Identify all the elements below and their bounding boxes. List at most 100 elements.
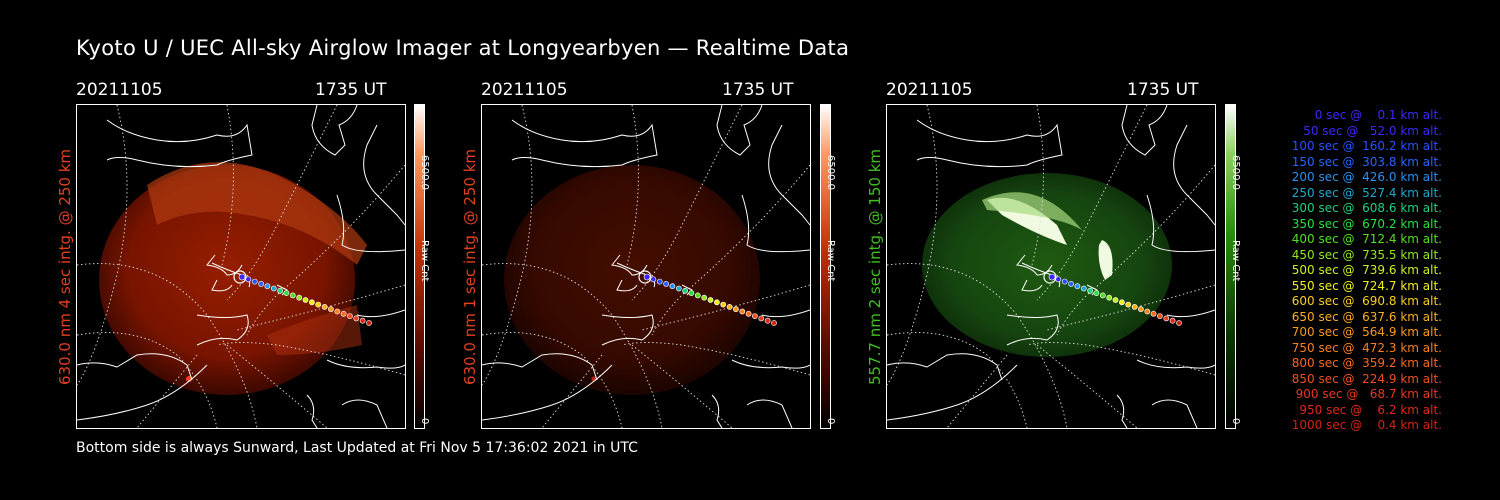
trajectory-dot bbox=[643, 273, 651, 281]
grid-line bbox=[631, 344, 733, 428]
trajectory-dot bbox=[366, 320, 372, 326]
grid-line bbox=[887, 263, 1068, 428]
grid-line bbox=[1056, 164, 1215, 336]
trajectory-dot bbox=[245, 276, 252, 283]
trajectory-legend: 0 sec @ 0.1 km alt. 50 sec @ 52.0 km alt.… bbox=[1262, 108, 1442, 434]
grid-line bbox=[1031, 105, 1044, 266]
trajectory-dot bbox=[650, 276, 657, 283]
panel3-colorbar-unit: Raw Cnt bbox=[1230, 240, 1241, 282]
grid-line bbox=[482, 263, 663, 428]
trajectory-dot bbox=[1112, 297, 1119, 303]
coastline bbox=[1166, 309, 1215, 318]
coastline bbox=[511, 119, 658, 168]
coastline bbox=[211, 279, 233, 292]
coastline bbox=[916, 119, 1063, 168]
trajectory-dot bbox=[707, 297, 714, 303]
trajectory-dot bbox=[751, 313, 758, 319]
grid-line bbox=[1036, 105, 1148, 301]
coastline bbox=[1116, 394, 1128, 428]
trajectory-dot bbox=[308, 299, 315, 306]
coastline bbox=[106, 119, 253, 168]
panel1-airglow-image bbox=[76, 104, 406, 429]
trajectory-dot bbox=[669, 283, 676, 290]
grid-line bbox=[887, 332, 1028, 428]
coastline bbox=[306, 394, 318, 428]
trajectory-dot bbox=[315, 301, 322, 308]
legend-row: 350 sec @ 670.2 km alt. bbox=[1291, 216, 1442, 231]
legend-row: 0 sec @ 0.1 km alt. bbox=[1314, 108, 1442, 122]
coastline bbox=[1016, 254, 1053, 276]
trajectory-dot bbox=[264, 283, 271, 290]
panel3-time: 1735 UT bbox=[1127, 80, 1199, 100]
trajectory-dot bbox=[302, 297, 309, 303]
trajectory-dot bbox=[283, 290, 290, 296]
panel1-colorbar-min: 0 bbox=[419, 418, 430, 425]
trajectory-dot bbox=[1048, 273, 1056, 281]
trajectory-dot bbox=[321, 303, 328, 310]
legend-row: 250 sec @ 527.4 km alt. bbox=[1291, 185, 1442, 200]
grid-line bbox=[221, 105, 234, 266]
trajectory-dot bbox=[359, 317, 366, 324]
grid-line bbox=[1036, 344, 1138, 428]
coastline bbox=[336, 194, 405, 253]
grid-line bbox=[631, 105, 743, 301]
coastline bbox=[196, 314, 249, 346]
coastline bbox=[77, 353, 193, 381]
trajectory-dot bbox=[258, 280, 264, 287]
legend-row: 850 sec @ 224.9 km alt. bbox=[1291, 371, 1442, 386]
trajectory-dot bbox=[675, 285, 682, 292]
trajectory-dot bbox=[713, 299, 720, 306]
panel1-colorbar-unit: Raw Cnt bbox=[419, 240, 430, 282]
trajectory-dot bbox=[1118, 299, 1125, 306]
coastline bbox=[716, 105, 763, 156]
grid-line bbox=[482, 105, 533, 386]
legend-row: 50 sec @ 52.0 km alt. bbox=[1303, 123, 1442, 138]
grid-line bbox=[77, 263, 258, 428]
coastline bbox=[887, 353, 1003, 381]
trajectory-dot bbox=[758, 315, 765, 322]
grid-line bbox=[246, 164, 405, 336]
coastline bbox=[311, 105, 358, 156]
coastline bbox=[1146, 194, 1215, 253]
coastline bbox=[341, 399, 388, 428]
trajectory-dot bbox=[1144, 308, 1151, 315]
coastline bbox=[1173, 124, 1215, 226]
coastline bbox=[77, 364, 208, 421]
panel1-time: 1735 UT bbox=[315, 80, 387, 100]
panel2-colorbar-min: 0 bbox=[825, 418, 836, 425]
trajectory-dot bbox=[1163, 315, 1170, 322]
grid-line bbox=[1026, 342, 1215, 376]
trajectory-dot bbox=[270, 285, 277, 292]
coastline bbox=[1021, 279, 1043, 292]
coastline bbox=[363, 124, 405, 226]
trajectory-dot bbox=[353, 315, 360, 322]
coastline bbox=[768, 124, 810, 226]
grid-line bbox=[216, 342, 405, 376]
station-marker bbox=[1043, 270, 1057, 284]
panel3-colorbar bbox=[1225, 104, 1236, 429]
panel2-date: 20211105 bbox=[481, 80, 568, 100]
trajectory-dot bbox=[296, 294, 303, 301]
trajectory-dot bbox=[1125, 301, 1132, 308]
grid-line bbox=[226, 105, 338, 301]
trajectory-dot bbox=[726, 303, 733, 310]
panel3-date: 20211105 bbox=[886, 80, 973, 100]
trajectory-dot bbox=[1093, 290, 1100, 296]
panel3-side-label: 557.7 nm 2 sec intg. @ 150 km bbox=[866, 148, 884, 385]
legend-row: 450 sec @ 735.5 km alt. bbox=[1291, 247, 1442, 262]
coastline bbox=[746, 399, 793, 428]
coastline bbox=[482, 364, 613, 421]
trajectory-dot bbox=[1074, 283, 1081, 290]
coastline bbox=[731, 359, 810, 369]
legend-row: 600 sec @ 690.8 km alt. bbox=[1291, 294, 1442, 308]
panel2-side-label: 630.0 nm 1 sec intg. @ 250 km bbox=[461, 148, 479, 385]
aurora-glow bbox=[267, 305, 362, 355]
grid-line bbox=[887, 105, 938, 386]
coastline bbox=[1151, 399, 1198, 428]
legend-row: 950 sec @ 6.2 km alt. bbox=[1299, 402, 1442, 417]
trajectory-dot bbox=[745, 310, 752, 317]
coastline bbox=[887, 364, 1018, 421]
trajectory-dot bbox=[1055, 276, 1062, 283]
coastline bbox=[206, 254, 243, 276]
footer-note: Bottom side is always Sunward, Last Upda… bbox=[76, 440, 638, 456]
